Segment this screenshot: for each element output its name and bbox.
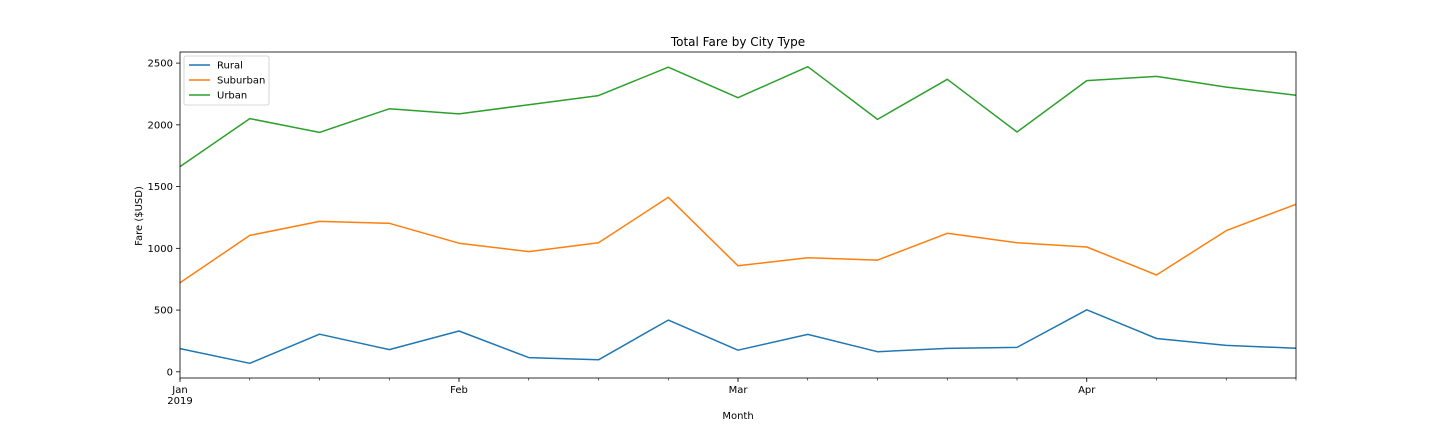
x-tick-label: Jan xyxy=(171,385,187,396)
chart-title: Total Fare by City Type xyxy=(670,35,805,49)
x-axis-label: Month xyxy=(722,411,753,422)
legend: Rural Suburban Urban xyxy=(183,55,270,106)
y-axis-label: Fare ($USD) xyxy=(134,186,145,246)
y-tick-label: 500 xyxy=(154,306,173,317)
series-line-rural xyxy=(179,309,1297,365)
legend-label-rural: Rural xyxy=(217,61,243,72)
x-tick-sublabel: 2019 xyxy=(167,396,192,407)
x-tick-label: Feb xyxy=(450,385,468,396)
x-tick-label: Apr xyxy=(1078,385,1096,396)
y-tick-label: 0 xyxy=(167,367,173,378)
series-line-urban xyxy=(179,65,1297,168)
y-tick-label: 1500 xyxy=(148,182,173,193)
x-tick-label: Mar xyxy=(729,385,749,396)
y-tick-label: 2500 xyxy=(148,59,173,70)
y-tick-label: 1000 xyxy=(148,244,173,255)
y-tick-label: 2000 xyxy=(148,120,173,131)
legend-label-suburban: Suburban xyxy=(217,76,265,87)
legend-label-urban: Urban xyxy=(217,91,247,102)
series-line-suburban xyxy=(179,196,1297,284)
legend-box xyxy=(183,55,270,106)
